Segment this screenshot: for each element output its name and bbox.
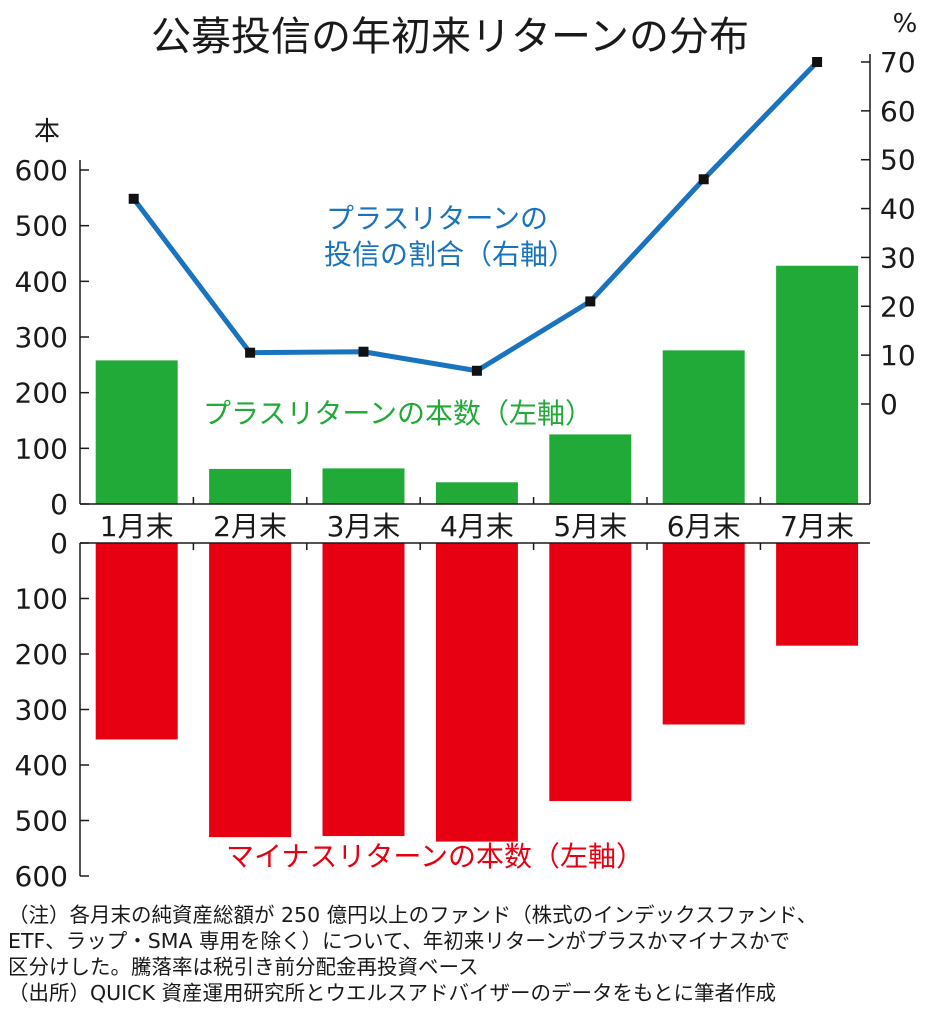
minus-bar — [95, 543, 178, 740]
plus-bar — [549, 434, 632, 504]
ratio-line — [128, 57, 823, 376]
note-line: 区分けした。騰落率は税引き前分配金再投資ベース — [8, 955, 479, 979]
right-tick-label: 50 — [880, 144, 916, 177]
right-tick-label: 30 — [880, 241, 916, 274]
bars — [95, 265, 859, 842]
right-tick-label: 20 — [880, 290, 916, 323]
right-tick-label: 10 — [880, 339, 916, 372]
plus-bar — [776, 265, 859, 504]
left-tick-label: 0 — [50, 488, 68, 521]
left-axis-unit: 本 — [34, 117, 60, 147]
line-series-label: 投信の割合（右軸） — [324, 238, 576, 271]
right-tick-label: 0 — [880, 388, 898, 421]
minus-bar — [435, 543, 518, 842]
minus-bar — [662, 543, 745, 725]
chart-title: 公募投信の年初来リターンの分布 — [151, 14, 749, 60]
plus-bar — [435, 482, 518, 504]
left-tick-label: 600 — [15, 860, 68, 893]
line-series-label: プラスリターンの — [326, 202, 548, 235]
ratio-point — [245, 347, 256, 358]
notes: （注）各月末の純資産総額が 250 億円以上のファンド（株式のインデックスファン… — [8, 902, 923, 1006]
return-distribution-chart: 公募投信の年初来リターンの分布 本 % 60050040030020010000… — [15, 9, 918, 893]
plus-bar — [662, 350, 745, 504]
note-line: （注）各月末の純資産総額が 250 億円以上のファンド（株式のインデックスファン… — [8, 903, 818, 927]
category-label: 4月末 — [440, 510, 514, 543]
left-tick-label: 600 — [15, 154, 68, 187]
plus-bar — [322, 468, 405, 504]
category-label: 7月末 — [780, 510, 854, 543]
left-tick-label: 200 — [15, 638, 68, 671]
left-tick-label: 500 — [15, 210, 68, 243]
ratio-point — [358, 346, 369, 357]
plus-bar — [209, 468, 292, 504]
left-tick-label: 100 — [15, 583, 68, 616]
left-tick-label: 400 — [15, 749, 68, 782]
minus-bar — [776, 543, 859, 646]
ratio-point — [585, 296, 596, 307]
left-tick-label: 100 — [15, 432, 68, 465]
plus-bar — [95, 360, 178, 504]
right-tick-label: 60 — [880, 95, 916, 128]
ratio-point — [698, 174, 709, 185]
right-tick-label: 70 — [880, 46, 916, 79]
minus-series-label: マイナスリターンの本数（左軸） — [226, 840, 644, 873]
category-label: 3月末 — [327, 510, 401, 543]
minus-bar — [209, 543, 292, 838]
ratio-point — [812, 57, 823, 67]
left-tick-label: 300 — [15, 321, 68, 354]
note-line: ETF、ラップ・SMA 専用を除く）について、年初来リターンがプラスかマイナスか… — [8, 929, 791, 953]
category-label: 1月末 — [100, 510, 174, 543]
left-tick-label: 500 — [15, 805, 68, 838]
category-label: 6月末 — [667, 510, 741, 543]
ratio-point — [471, 365, 482, 376]
left-tick-label: 0 — [50, 527, 68, 560]
left-tick-label: 300 — [15, 694, 68, 727]
left-tick-label: 400 — [15, 265, 68, 298]
ratio-point — [128, 193, 139, 204]
note-line: （出所）QUICK 資産運用研究所とウエルスアドバイザーのデータをもとに筆者作成 — [8, 981, 777, 1005]
axes — [79, 54, 871, 877]
category-label: 2月末 — [213, 510, 287, 543]
plus-series-label: プラスリターンの本数（左軸） — [203, 397, 593, 430]
category-label: 5月末 — [553, 510, 627, 543]
right-axis-unit: % — [893, 9, 918, 39]
minus-bar — [322, 543, 405, 837]
left-tick-label: 200 — [15, 377, 68, 410]
right-tick-label: 40 — [880, 193, 916, 226]
minus-bar — [549, 543, 632, 802]
tick-labels: 6005004003002001000010020030040050060070… — [15, 46, 916, 893]
